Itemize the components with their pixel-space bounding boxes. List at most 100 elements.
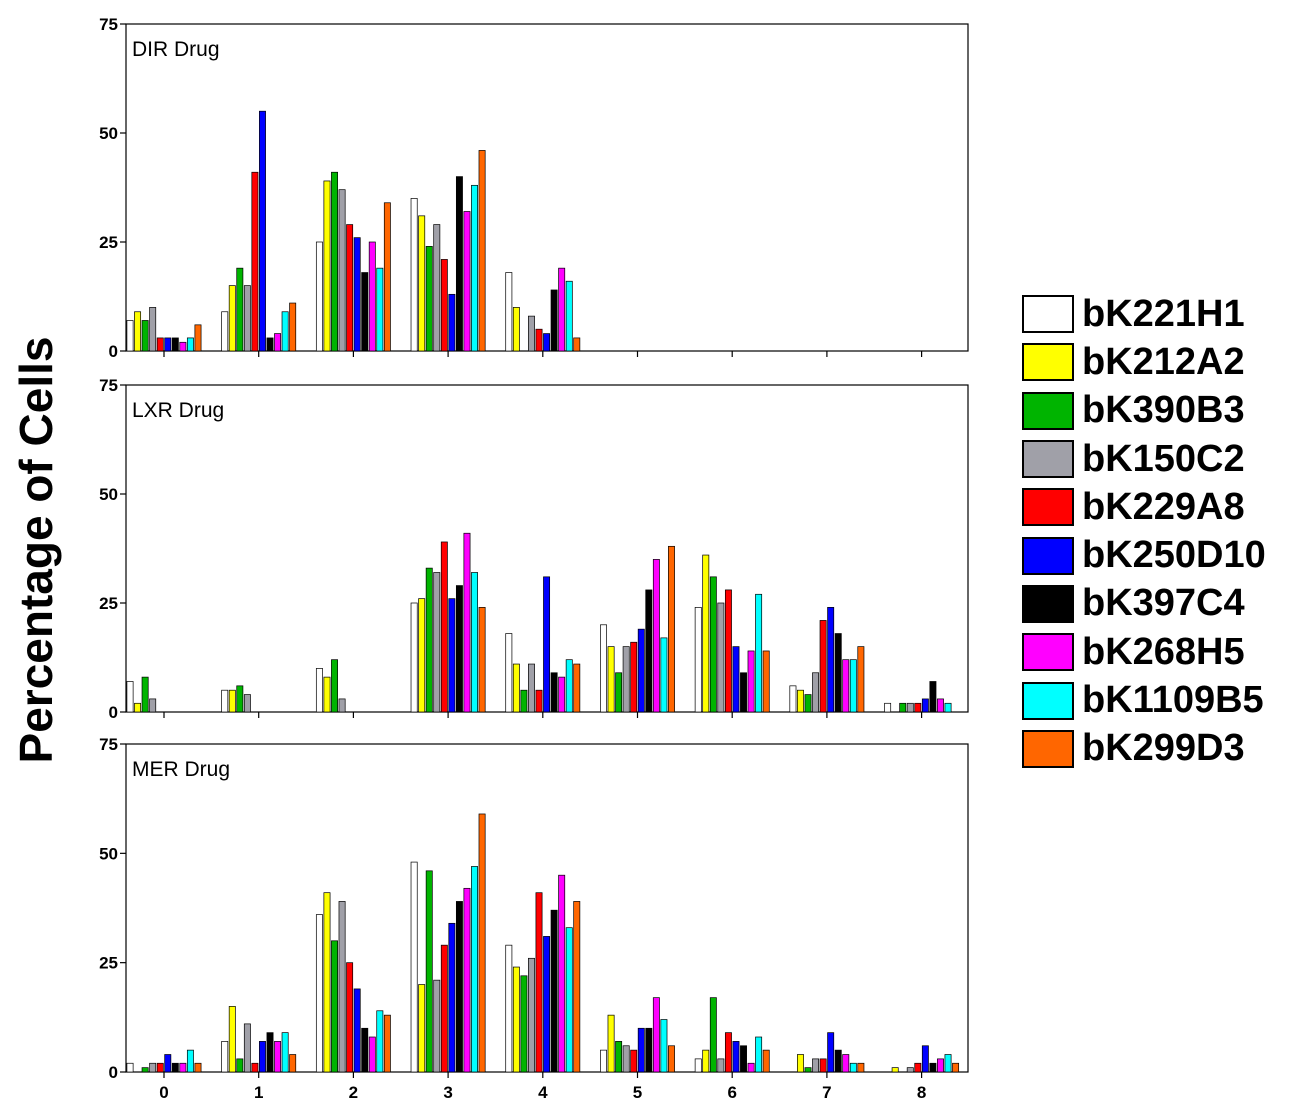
bar-bK390B3-cat-1 — [236, 267, 244, 352]
bar-bK229A8-cat-8 — [914, 702, 922, 713]
bar-bK250D10-cat-0 — [164, 337, 172, 352]
bar-bK250D10-cat-0 — [164, 1054, 172, 1073]
bar-bK268H5-cat-2 — [368, 241, 376, 352]
bar-bK390B3-cat-6 — [709, 576, 717, 713]
legend-swatch — [1022, 536, 1074, 575]
bar-bK1109B5-cat-6 — [755, 593, 763, 713]
bar-bK250D10-cat-8 — [921, 1045, 929, 1073]
bar-bK397C4-cat-0 — [171, 337, 179, 352]
bar-bK397C4-cat-8 — [929, 681, 937, 713]
y-tick-label: 75 — [99, 735, 118, 754]
bar-bK229A8-cat-5 — [630, 641, 638, 713]
bar-bK229A8-cat-2 — [346, 962, 354, 1073]
bar-bK1109B5-cat-3 — [471, 572, 478, 713]
bar-bK150C2-cat-3 — [433, 979, 441, 1073]
bar-bK299D3-cat-1 — [289, 302, 297, 352]
bar-bK221H1-cat-5 — [600, 624, 607, 713]
bar-bK299D3-cat-8 — [952, 1062, 960, 1073]
bar-bK221H1-cat-4 — [505, 272, 513, 352]
bar-bK221H1-cat-1 — [221, 311, 229, 352]
legend-swatch — [1022, 343, 1074, 382]
bar-bK150C2-cat-1 — [243, 694, 251, 713]
bar-bK229A8-cat-5 — [630, 1049, 638, 1073]
bar-bK212A2-cat-3 — [418, 598, 426, 713]
bar-bK268H5-cat-8 — [937, 1058, 944, 1073]
bar-bK150C2-cat-4 — [528, 663, 535, 713]
bar-bK212A2-cat-6 — [702, 1049, 710, 1073]
legend-swatch — [1022, 391, 1074, 430]
legend-swatch — [1022, 488, 1074, 527]
bar-bK150C2-cat-8 — [906, 1067, 914, 1073]
bar-bK250D10-cat-6 — [732, 1041, 740, 1073]
legend-item: bK390B3 — [1022, 387, 1266, 435]
legend-label: bK397C4 — [1082, 582, 1245, 625]
bar-bK150C2-cat-7 — [812, 672, 820, 713]
bar-bK229A8-cat-6 — [724, 1032, 732, 1073]
bar-bK212A2-cat-2 — [323, 892, 331, 1073]
legend-item: bK150C2 — [1022, 435, 1266, 483]
bar-bK221H1-cat-4 — [505, 944, 513, 1073]
bar-bK221H1-cat-1 — [221, 689, 229, 713]
bar-bK212A2-cat-0 — [134, 311, 142, 352]
bar-bK299D3-cat-4 — [573, 901, 581, 1073]
bar-bK221H1-cat-5 — [600, 1049, 607, 1073]
bar-bK150C2-cat-8 — [906, 702, 914, 713]
bar-bK212A2-cat-0 — [134, 702, 142, 713]
bar-bK229A8-cat-1 — [251, 171, 259, 352]
bar-bK221H1-cat-4 — [505, 633, 513, 713]
legend-label: bK229A8 — [1082, 485, 1245, 528]
legend: bK221H1 bK212A2 bK390B3 bK150C2 bK229A8 bK250… — [1022, 290, 1266, 773]
bar-bK229A8-cat-4 — [535, 328, 543, 352]
legend-item: bK250D10 — [1022, 531, 1266, 579]
bar-bK150C2-cat-6 — [717, 1058, 725, 1073]
bar-bK390B3-cat-8 — [899, 702, 907, 713]
bar-bK212A2-cat-2 — [323, 180, 331, 352]
legend-item: bK212A2 — [1022, 338, 1266, 386]
panel-mer-drug: 0 25 50 75 MER Drug — [99, 735, 969, 1082]
bar-bK150C2-cat-0 — [149, 698, 157, 713]
bar-bK268H5-cat-8 — [937, 698, 944, 713]
bar-bK268H5-cat-5 — [652, 559, 660, 713]
panel-title: LXR Drug — [132, 399, 224, 422]
panel-lxr-drug: 0 25 50 75 LXR Drug — [99, 376, 969, 722]
bar-bK397C4-cat-1 — [266, 337, 274, 352]
y-tick-label: 0 — [109, 1063, 118, 1082]
panel-title: DIR Drug — [132, 38, 220, 61]
bar-bK150C2-cat-2 — [338, 698, 346, 713]
bar-bK229A8-cat-1 — [251, 1062, 259, 1073]
legend-label: bK1109B5 — [1082, 679, 1264, 722]
bar-bK268H5-cat-4 — [558, 874, 566, 1073]
bar-bK150C2-cat-4 — [528, 957, 535, 1073]
bar-bK1109B5-cat-1 — [281, 311, 289, 352]
bar-bK299D3-cat-1 — [289, 1054, 297, 1073]
legend-label: bK250D10 — [1082, 534, 1266, 577]
bar-bK150C2-cat-5 — [622, 646, 630, 713]
bar-bK268H5-cat-1 — [274, 333, 282, 352]
bar-bK150C2-cat-0 — [149, 307, 157, 352]
bar-bK221H1-cat-1 — [221, 1041, 229, 1073]
bar-bK229A8-cat-3 — [440, 944, 448, 1073]
bar-bK250D10-cat-5 — [637, 1027, 645, 1073]
bar-bK221H1-cat-2 — [315, 914, 323, 1073]
bar-bK268H5-cat-3 — [463, 887, 471, 1073]
bar-bK221H1-cat-2 — [315, 668, 323, 713]
y-tick-label: 25 — [99, 594, 118, 613]
bar-bK229A8-cat-4 — [535, 689, 543, 713]
bar-bK1109B5-cat-8 — [944, 702, 952, 713]
bar-bK1109B5-cat-2 — [376, 267, 384, 352]
bar-bK390B3-cat-1 — [236, 685, 244, 713]
bar-bK221H1-cat-7 — [789, 685, 797, 713]
bar-bK268H5-cat-4 — [558, 676, 566, 713]
bar-bK268H5-cat-1 — [274, 1041, 282, 1073]
bar-bK1109B5-cat-7 — [849, 659, 857, 713]
bar-bK250D10-cat-3 — [448, 598, 456, 713]
x-tick-label: 0 — [159, 1083, 168, 1101]
bar-bK150C2-cat-1 — [243, 1023, 251, 1073]
bar-bK390B3-cat-4 — [520, 689, 528, 713]
bar-bK397C4-cat-6 — [740, 1045, 747, 1073]
bar-bK250D10-cat-4 — [543, 333, 551, 352]
x-tick-label: 5 — [633, 1083, 642, 1101]
legend-label: bK212A2 — [1082, 340, 1245, 383]
bar-bK250D10-cat-5 — [637, 628, 645, 713]
y-tick-label: 50 — [99, 844, 118, 863]
